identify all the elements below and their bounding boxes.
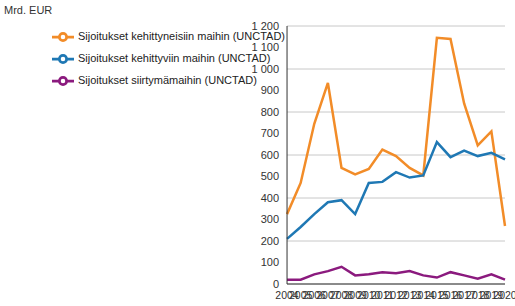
- svg-text:800: 800: [261, 106, 279, 118]
- svg-text:1 200: 1 200: [252, 20, 280, 32]
- svg-text:2010: 2010: [357, 289, 381, 302]
- svg-text:2005: 2005: [289, 289, 313, 302]
- svg-text:100: 100: [261, 256, 279, 268]
- svg-text:300: 300: [261, 213, 279, 225]
- svg-text:2006: 2006: [302, 289, 326, 302]
- svg-text:2017: 2017: [452, 289, 476, 302]
- svg-text:2020: 2020: [493, 289, 507, 301]
- svg-text:2018: 2018: [466, 289, 490, 302]
- svg-text:1 000: 1 000: [252, 63, 280, 75]
- svg-text:2009: 2009: [343, 289, 367, 302]
- svg-text:2015: 2015: [425, 289, 449, 302]
- html-text:Sijoitukset kehittyneisiin mai: Sijoitukset kehittyneisiin maihin (UNCTA…: [78, 29, 285, 42]
- svg-text:2007: 2007: [316, 289, 340, 302]
- svg-text:2004: 2004: [275, 289, 299, 302]
- svg-text:400: 400: [261, 192, 279, 204]
- svg-text:900: 900: [261, 84, 279, 96]
- svg-text:2011: 2011: [371, 289, 394, 302]
- html-text:Sijoitukset siirtymämaihin (UN: Sijoitukset siirtymämaihin (UNCTAD): [78, 73, 257, 86]
- svg-text:2019: 2019: [479, 289, 504, 302]
- svg-text:600: 600: [261, 149, 279, 161]
- svg-text:200: 200: [261, 235, 279, 247]
- html-text:Mrd. EUR: Mrd. EUR: [4, 4, 53, 16]
- svg-text:500: 500: [261, 170, 279, 182]
- svg-text:2008: 2008: [329, 289, 354, 302]
- html-text:Sijoitukset kehittyviin maihin: Sijoitukset kehittyviin maihin (UNCTAD): [78, 51, 271, 64]
- svg-text:2012: 2012: [384, 289, 408, 302]
- svg-text:0: 0: [273, 278, 279, 290]
- svg-text:2013: 2013: [398, 289, 422, 302]
- svg-text:1 100: 1 100: [252, 41, 280, 53]
- svg-text:700: 700: [261, 127, 279, 139]
- svg-text:2014: 2014: [411, 289, 435, 302]
- svg-text:2016: 2016: [438, 289, 463, 302]
